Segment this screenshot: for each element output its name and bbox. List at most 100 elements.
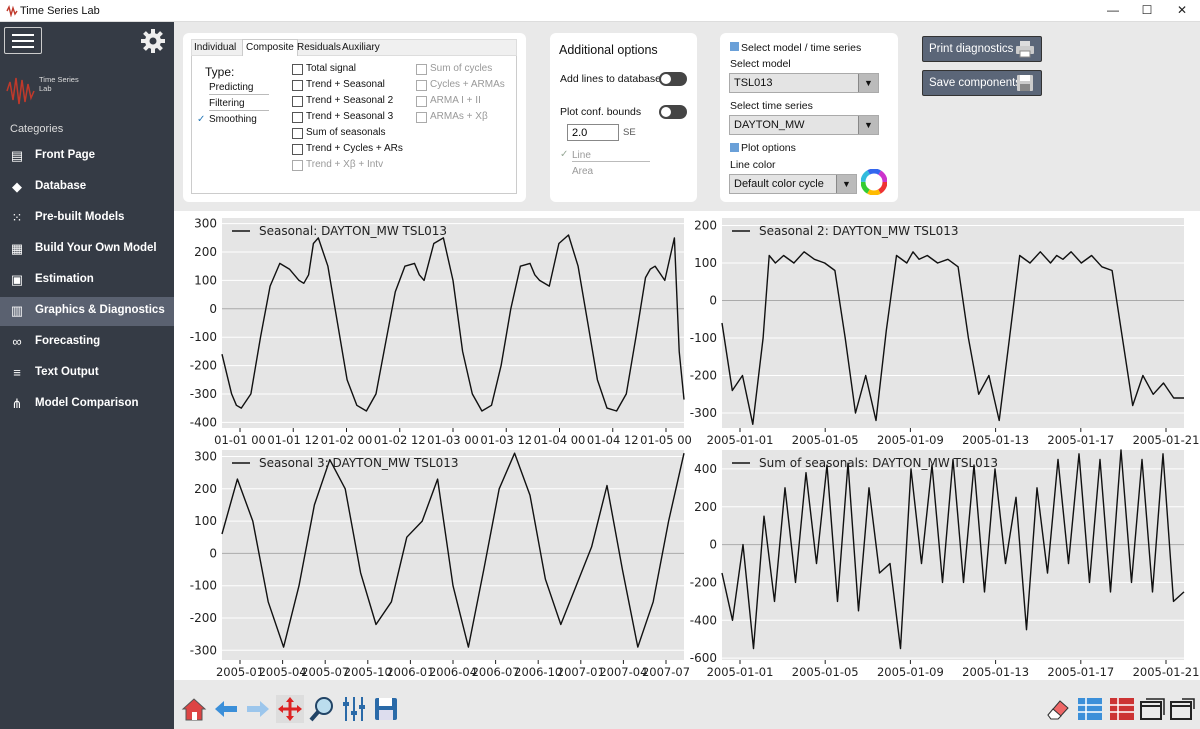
window-restore-icon[interactable] — [1138, 695, 1166, 723]
y-tick-label: -200 — [190, 611, 217, 625]
close-button[interactable]: ✕ — [1176, 3, 1188, 17]
line-color-select[interactable]: Default color cycle ▼ — [729, 174, 857, 194]
sidebar-item-forecasting[interactable]: ∞ Forecasting — [0, 328, 174, 357]
y-tick-label: 0 — [709, 538, 717, 552]
y-tick-label: -300 — [690, 406, 717, 420]
sidebar-item-label: Forecasting — [35, 335, 101, 347]
type-filtering[interactable]: Filtering — [209, 98, 269, 111]
sidebar-item-label: Graphics & Diagnostics — [35, 304, 165, 316]
y-tick-label: 400 — [694, 462, 717, 476]
plot-background — [722, 450, 1184, 660]
sidebar-item-front-page[interactable]: ▤ Front Page — [0, 142, 174, 171]
checkbox-box[interactable] — [292, 96, 303, 107]
expand-icon[interactable] — [730, 143, 739, 152]
home-icon[interactable] — [180, 695, 208, 723]
sidebar-item-label: Pre-built Models — [35, 211, 125, 223]
estimation-icon: ▣ — [10, 272, 24, 287]
minimize-button[interactable]: — — [1107, 3, 1119, 17]
checkbox-label: ARMA I + II — [430, 95, 481, 106]
y-tick-label: -100 — [190, 579, 217, 593]
forward-arrow-icon[interactable] — [244, 695, 272, 723]
checkbox-box[interactable] — [416, 112, 427, 123]
tab-individual[interactable]: Individual — [194, 42, 237, 53]
tab-auxiliary[interactable]: Auxiliary — [342, 42, 380, 53]
title-bar: Time Series Lab — ☐ ✕ — [0, 0, 1200, 22]
line-option[interactable]: Line — [572, 150, 650, 162]
sidebar-item-pre-built-models[interactable]: ⁙ Pre-built Models — [0, 204, 174, 233]
x-tick-label: 01-04 12 — [587, 433, 639, 447]
sidebar-item-database[interactable]: ◆ Database — [0, 173, 174, 202]
sidebar-item-label: Database — [35, 180, 87, 192]
checkbox-label: Trend + Seasonal 3 — [306, 111, 394, 122]
x-tick-label: 2005-01-01 — [707, 433, 774, 447]
se-unit-label: SE — [623, 127, 636, 138]
check-icon: ✓ — [197, 114, 206, 125]
checkbox-label: Trend + Xβ + Intv — [306, 159, 384, 170]
back-arrow-icon[interactable] — [212, 695, 240, 723]
sidebar-item-graphics-diagnostics[interactable]: ▥ Graphics & Diagnostics — [0, 297, 174, 326]
model-select[interactable]: TSL013 ▼ — [729, 73, 879, 93]
checkbox-box[interactable] — [416, 64, 427, 75]
gear-icon[interactable] — [140, 28, 166, 54]
tab-composite[interactable]: Composite — [242, 39, 298, 56]
checkbox-box[interactable] — [292, 160, 303, 171]
x-tick-label: 2005-01-13 — [962, 665, 1029, 679]
expand-icon[interactable] — [730, 42, 739, 51]
color-wheel-icon[interactable] — [861, 169, 887, 195]
checkbox-box[interactable] — [416, 80, 427, 91]
y-tick-label: -300 — [190, 387, 217, 401]
checkbox-label: Sum of cycles — [430, 63, 493, 74]
type-predicting[interactable]: Predicting — [209, 82, 269, 95]
table-red-icon[interactable] — [1108, 695, 1136, 723]
type-smoothing[interactable]: Smoothing — [209, 114, 257, 125]
checkbox-box[interactable] — [292, 144, 303, 155]
sidebar-item-model-comparison[interactable]: ⋔ Model Comparison — [0, 390, 174, 419]
maximize-button[interactable]: ☐ — [1141, 3, 1153, 17]
pan-icon[interactable] — [276, 695, 304, 723]
save-icon — [1017, 75, 1033, 91]
window-maximize-icon[interactable] — [1168, 695, 1196, 723]
line-color-label: Line color — [730, 159, 776, 171]
sidebar-item-text-output[interactable]: ≡ Text Output — [0, 359, 174, 388]
series-select[interactable]: DAYTON_MW ▼ — [729, 115, 879, 135]
zoom-icon[interactable] — [308, 695, 336, 723]
eraser-icon[interactable] — [1044, 695, 1072, 723]
area-option[interactable]: Area — [572, 166, 594, 177]
database-icon: ◆ — [12, 179, 22, 194]
tab-residuals[interactable]: Residuals — [297, 42, 341, 53]
plot-options-label: Plot options — [741, 142, 796, 154]
checkbox-box[interactable] — [292, 80, 303, 91]
hamburger-menu-button[interactable] — [4, 27, 42, 54]
plot-background — [222, 450, 684, 660]
save-figure-icon[interactable] — [372, 695, 400, 723]
add-lines-toggle[interactable] — [659, 72, 687, 86]
se-input[interactable] — [567, 124, 619, 141]
print-diagnostics-label: Print diagnostics — [929, 43, 1014, 55]
line-check-icon: ✓ — [560, 149, 569, 160]
sidebar-item-estimation[interactable]: ▣ Estimation — [0, 266, 174, 295]
front-page-icon: ▤ — [10, 148, 24, 163]
x-tick-label: 01-01 00 — [214, 433, 266, 447]
x-tick-label: 2005-01-17 — [1047, 433, 1114, 447]
sidebar-item-build-your-own-model[interactable]: ▦ Build Your Own Model — [0, 235, 174, 264]
waveform-logo-icon — [6, 77, 35, 105]
print-diagnostics-button[interactable]: Print diagnostics — [922, 36, 1042, 62]
x-tick-label: 2005-01-01 — [707, 665, 774, 679]
plot-conf-bounds-toggle[interactable] — [659, 105, 687, 119]
table-layout-icon[interactable] — [1076, 695, 1104, 723]
x-tick-label: 2005-01-21 — [1133, 665, 1200, 679]
x-tick-label: 2005-01-13 — [962, 433, 1029, 447]
configure-subplots-icon[interactable] — [340, 695, 368, 723]
checkbox-box[interactable] — [292, 128, 303, 139]
checkbox-box[interactable] — [416, 96, 427, 107]
x-tick-label: 2005-01-05 — [792, 433, 859, 447]
y-tick-label: -100 — [190, 330, 217, 344]
checkbox-label: Cycles + ARMAs — [430, 79, 505, 90]
checkbox-box[interactable] — [292, 64, 303, 75]
legend-label: Sum of seasonals: DAYTON_MW TSL013 — [759, 456, 998, 470]
sidebar-item-label: Front Page — [35, 149, 96, 161]
checkbox-box[interactable] — [292, 112, 303, 123]
save-components-button[interactable]: Save components — [922, 70, 1042, 96]
build-icon: ▦ — [10, 241, 24, 256]
chevron-down-icon: ▼ — [858, 74, 878, 92]
